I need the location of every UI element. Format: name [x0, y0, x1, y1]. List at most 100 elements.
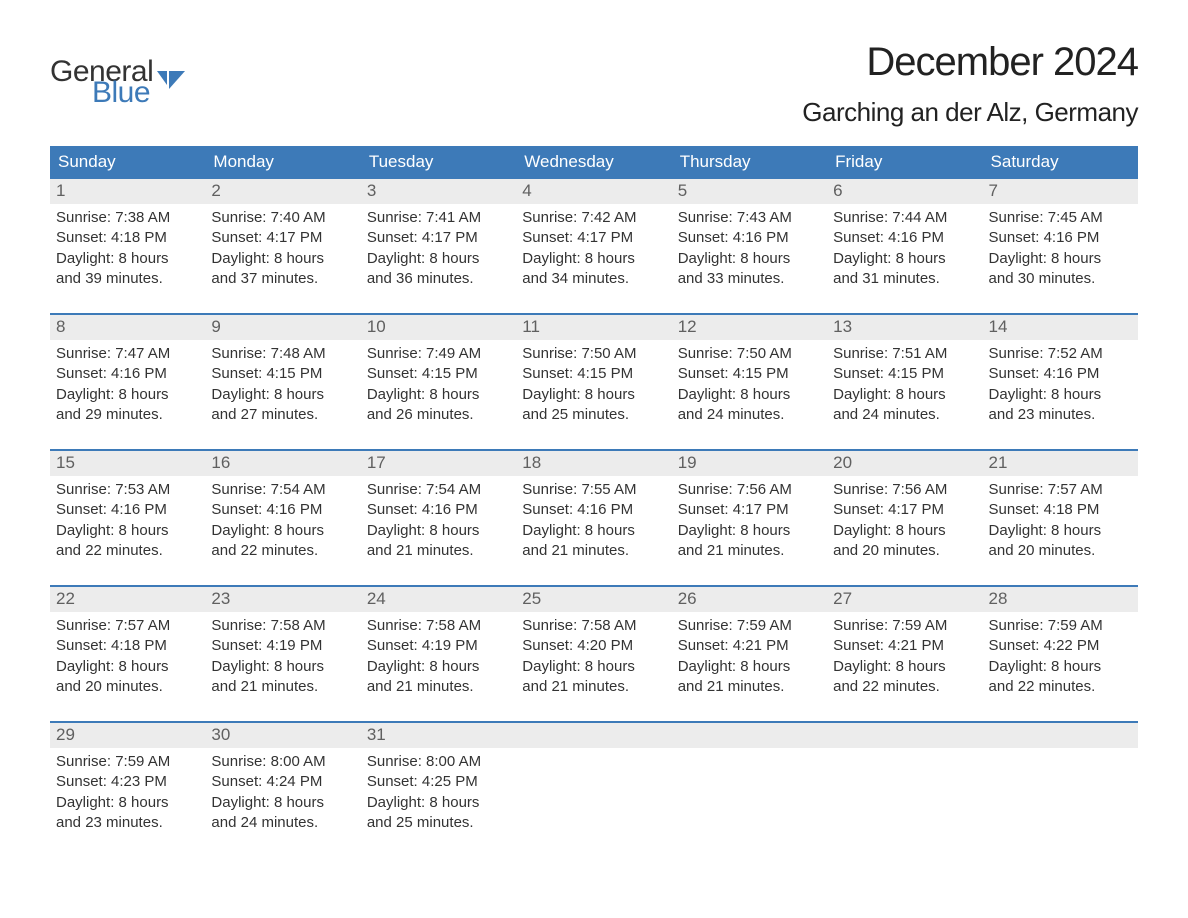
sunset-text: Sunset: 4:16 PM [989, 364, 1132, 384]
sunrise-text: Sunrise: 7:58 AM [367, 616, 510, 636]
sunrise-text: Sunrise: 7:55 AM [522, 480, 665, 500]
day-number: 3 [367, 181, 376, 200]
weekday-header: Sunday [50, 146, 205, 179]
daylight-text-1: Daylight: 8 hours [367, 249, 510, 269]
daylight-text-2: and 25 minutes. [522, 405, 665, 425]
daylight-text-1: Daylight: 8 hours [678, 657, 821, 677]
day-number-bar: 9 [205, 315, 360, 340]
daylight-text-1: Daylight: 8 hours [833, 657, 976, 677]
day-number-bar: 10 [361, 315, 516, 340]
sunset-text: Sunset: 4:16 PM [211, 500, 354, 520]
sunset-text: Sunset: 4:23 PM [56, 772, 199, 792]
week-row: 15Sunrise: 7:53 AMSunset: 4:16 PMDayligh… [50, 449, 1138, 567]
weekday-header: Thursday [672, 146, 827, 179]
daylight-text-1: Daylight: 8 hours [367, 385, 510, 405]
day-body: Sunrise: 7:40 AMSunset: 4:17 PMDaylight:… [205, 204, 360, 295]
day-number: 4 [522, 181, 531, 200]
day-body: Sunrise: 7:51 AMSunset: 4:15 PMDaylight:… [827, 340, 982, 431]
sunrise-text: Sunrise: 7:53 AM [56, 480, 199, 500]
sunset-text: Sunset: 4:15 PM [522, 364, 665, 384]
day-number-bar: 16 [205, 451, 360, 476]
daylight-text-2: and 20 minutes. [56, 677, 199, 697]
day-number: 20 [833, 453, 852, 472]
sunrise-text: Sunrise: 7:59 AM [989, 616, 1132, 636]
sunset-text: Sunset: 4:25 PM [367, 772, 510, 792]
sunset-text: Sunset: 4:17 PM [367, 228, 510, 248]
daylight-text-1: Daylight: 8 hours [833, 385, 976, 405]
sunset-text: Sunset: 4:16 PM [678, 228, 821, 248]
daylight-text-2: and 24 minutes. [678, 405, 821, 425]
day-number-bar: 6 [827, 179, 982, 204]
title-block: December 2024 Garching an der Alz, Germa… [802, 40, 1138, 128]
daylight-text-1: Daylight: 8 hours [367, 793, 510, 813]
daylight-text-1: Daylight: 8 hours [56, 521, 199, 541]
sunset-text: Sunset: 4:15 PM [367, 364, 510, 384]
sunrise-text: Sunrise: 7:38 AM [56, 208, 199, 228]
day-body: Sunrise: 7:58 AMSunset: 4:19 PMDaylight:… [361, 612, 516, 703]
sunrise-text: Sunrise: 7:57 AM [56, 616, 199, 636]
day-cell: 7Sunrise: 7:45 AMSunset: 4:16 PMDaylight… [983, 179, 1138, 295]
day-body: Sunrise: 7:48 AMSunset: 4:15 PMDaylight:… [205, 340, 360, 431]
day-cell: 28Sunrise: 7:59 AMSunset: 4:22 PMDayligh… [983, 587, 1138, 703]
day-cell: 5Sunrise: 7:43 AMSunset: 4:16 PMDaylight… [672, 179, 827, 295]
day-body: Sunrise: 7:59 AMSunset: 4:21 PMDaylight:… [827, 612, 982, 703]
day-number-bar: 12 [672, 315, 827, 340]
day-number: 1 [56, 181, 65, 200]
day-cell: 22Sunrise: 7:57 AMSunset: 4:18 PMDayligh… [50, 587, 205, 703]
day-number: 24 [367, 589, 386, 608]
day-number-bar: 19 [672, 451, 827, 476]
daylight-text-2: and 21 minutes. [522, 677, 665, 697]
day-cell: 27Sunrise: 7:59 AMSunset: 4:21 PMDayligh… [827, 587, 982, 703]
day-body: Sunrise: 7:58 AMSunset: 4:19 PMDaylight:… [205, 612, 360, 703]
day-number-bar: 24 [361, 587, 516, 612]
sunset-text: Sunset: 4:16 PM [833, 228, 976, 248]
day-cell: 16Sunrise: 7:54 AMSunset: 4:16 PMDayligh… [205, 451, 360, 567]
day-number-bar: 21 [983, 451, 1138, 476]
daylight-text-1: Daylight: 8 hours [211, 657, 354, 677]
sunset-text: Sunset: 4:22 PM [989, 636, 1132, 656]
day-number: 30 [211, 725, 230, 744]
day-number: 17 [367, 453, 386, 472]
day-number-bar: . [983, 723, 1138, 748]
logo-text-stack: General Blue [50, 58, 153, 106]
sunrise-text: Sunrise: 7:40 AM [211, 208, 354, 228]
day-body: Sunrise: 7:38 AMSunset: 4:18 PMDaylight:… [50, 204, 205, 295]
daylight-text-2: and 37 minutes. [211, 269, 354, 289]
day-number-bar: . [827, 723, 982, 748]
sunrise-text: Sunrise: 7:57 AM [989, 480, 1132, 500]
daylight-text-2: and 29 minutes. [56, 405, 199, 425]
daylight-text-1: Daylight: 8 hours [56, 249, 199, 269]
daylight-text-2: and 20 minutes. [833, 541, 976, 561]
daylight-text-1: Daylight: 8 hours [678, 249, 821, 269]
day-body: Sunrise: 7:49 AMSunset: 4:15 PMDaylight:… [361, 340, 516, 431]
sunrise-text: Sunrise: 7:59 AM [833, 616, 976, 636]
day-cell: 1 Sunrise: 7:38 AMSunset: 4:18 PMDaylight… [50, 179, 205, 295]
week-row: 22Sunrise: 7:57 AMSunset: 4:18 PMDayligh… [50, 585, 1138, 703]
sunrise-text: Sunrise: 7:43 AM [678, 208, 821, 228]
day-number-bar: 1 [50, 179, 205, 204]
day-number: 13 [833, 317, 852, 336]
daylight-text-2: and 33 minutes. [678, 269, 821, 289]
day-body: Sunrise: 7:59 AMSunset: 4:22 PMDaylight:… [983, 612, 1138, 703]
sunset-text: Sunset: 4:21 PM [833, 636, 976, 656]
day-body: Sunrise: 7:57 AMSunset: 4:18 PMDaylight:… [50, 612, 205, 703]
day-number-bar: 2 [205, 179, 360, 204]
sunrise-text: Sunrise: 7:58 AM [522, 616, 665, 636]
sunrise-text: Sunrise: 7:44 AM [833, 208, 976, 228]
sunrise-text: Sunrise: 7:50 AM [522, 344, 665, 364]
weekday-header: Friday [827, 146, 982, 179]
day-cell: 19Sunrise: 7:56 AMSunset: 4:17 PMDayligh… [672, 451, 827, 567]
day-cell: 2 Sunrise: 7:40 AMSunset: 4:17 PMDaylight… [205, 179, 360, 295]
sunrise-text: Sunrise: 7:51 AM [833, 344, 976, 364]
daylight-text-2: and 24 minutes. [211, 813, 354, 833]
day-cell: 25Sunrise: 7:58 AMSunset: 4:20 PMDayligh… [516, 587, 671, 703]
day-cell: 13 Sunrise: 7:51 AMSunset: 4:15 PMDayligh… [827, 315, 982, 431]
day-body: Sunrise: 7:54 AMSunset: 4:16 PMDaylight:… [205, 476, 360, 567]
day-number-bar: 7 [983, 179, 1138, 204]
day-number-bar: 17 [361, 451, 516, 476]
day-number-bar: . [516, 723, 671, 748]
day-number: 2 [211, 181, 220, 200]
sunset-text: Sunset: 4:18 PM [56, 636, 199, 656]
daylight-text-2: and 21 minutes. [367, 541, 510, 561]
day-number-bar: 14 [983, 315, 1138, 340]
